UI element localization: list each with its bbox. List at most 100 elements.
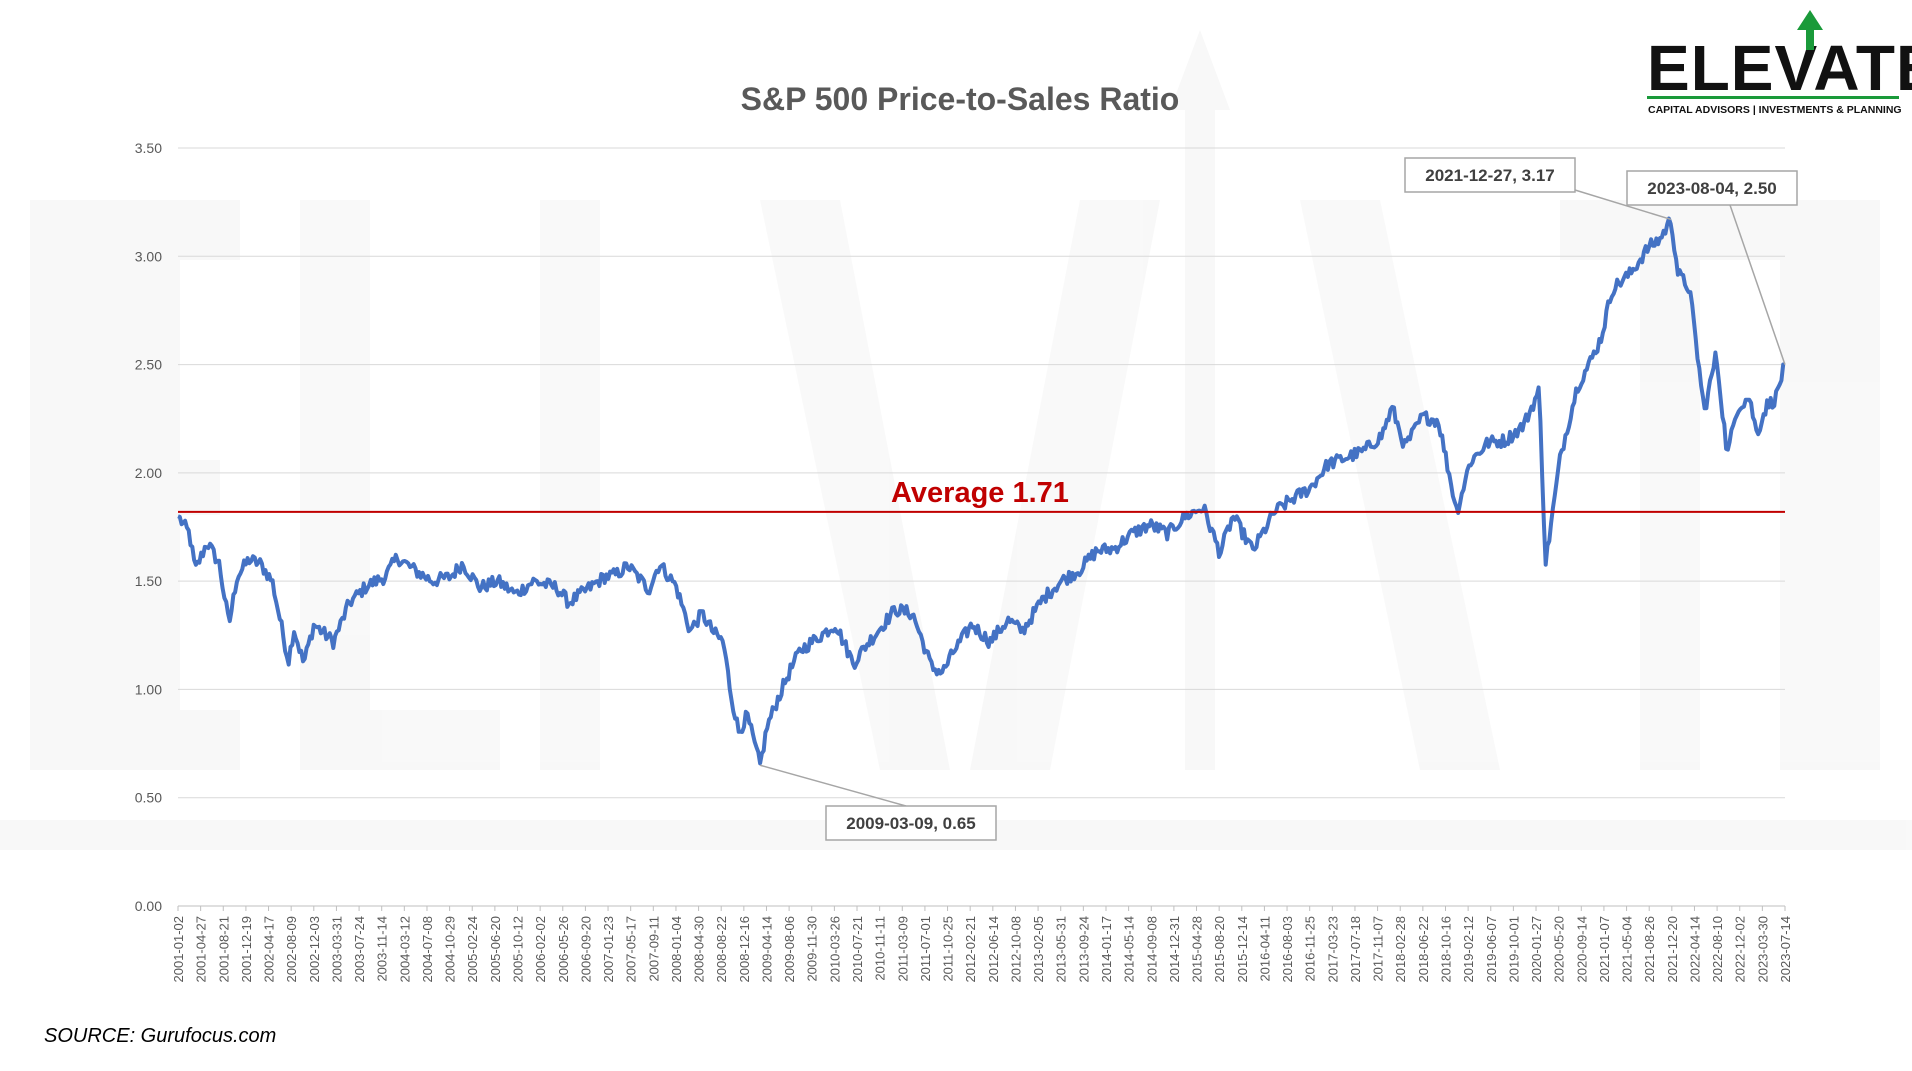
watermark: [0, 30, 1912, 850]
x-tick-label: 2003-11-14: [375, 916, 390, 982]
x-tick-label: 2018-06-22: [1416, 916, 1431, 983]
y-tick-label: 1.00: [135, 681, 162, 697]
series-layer: [177, 216, 1786, 766]
x-tick-label: 2015-08-20: [1212, 916, 1227, 983]
y-tick-label: 1.50: [135, 573, 162, 589]
x-tick-label: 2001-04-27: [194, 916, 209, 983]
x-tick-label: 2005-02-24: [465, 916, 480, 983]
x-tick-label: 2006-05-26: [556, 916, 571, 983]
annotation-leader: [1574, 189, 1672, 221]
y-tick-label: 3.00: [135, 248, 162, 264]
x-axis: 2001-01-02 2001-04-27 2001-08-21 2001-12-19…: [171, 905, 1793, 983]
logo-wordmark: ELEVATE: [1647, 32, 1912, 104]
annotation-leader: [1729, 204, 1786, 365]
x-tick-label: 2003-03-31: [329, 916, 344, 983]
x-tick-label: 2013-09-24: [1076, 916, 1091, 983]
x-tick-label: 2020-09-14: [1574, 916, 1589, 983]
x-tick-label: 2013-05-31: [1054, 916, 1069, 983]
x-tick-label: 2008-04-30: [692, 916, 707, 983]
x-tick-label: 2002-12-03: [307, 916, 322, 983]
x-tick-label: 2016-04-11: [1257, 916, 1272, 982]
x-tick-label: 2012-02-21: [963, 916, 978, 983]
x-tick-label: 2012-06-14: [986, 916, 1001, 983]
y-tick-label: 0.50: [135, 790, 162, 806]
x-tick-label: 2012-10-08: [1008, 916, 1023, 983]
x-tick-label: 2021-05-04: [1620, 916, 1635, 983]
x-tick-label: 2014-09-08: [1144, 916, 1159, 983]
logo-underline: [1647, 96, 1899, 99]
chart-title: S&P 500 Price-to-Sales Ratio: [741, 81, 1180, 117]
x-tick-label: 2019-10-01: [1506, 916, 1521, 983]
x-tick-label: 2011-07-01: [918, 916, 933, 982]
annotation-box: [1626, 170, 1798, 206]
x-tick-label: 2014-05-14: [1122, 916, 1137, 983]
x-tick-label: 2010-07-21: [850, 916, 865, 983]
x-tick-label: 2007-09-11: [646, 916, 661, 982]
x-tick-label: 2004-10-29: [443, 916, 458, 983]
annotation-label: 2009-03-09, 0.65: [846, 814, 976, 833]
x-tick-label: 2006-09-20: [578, 916, 593, 983]
annotation-label: 2023-08-04, 2.50: [1647, 179, 1777, 198]
source-note: SOURCE: Gurufocus.com: [44, 1025, 276, 1047]
x-tick-label: 2019-06-07: [1484, 916, 1499, 983]
annotations: 2009-03-09, 0.65 2021-12-27, 3.17 2023-08-…: [759, 157, 1798, 841]
x-tick-label: 2014-01-17: [1099, 916, 1114, 983]
x-tick-label: 2004-03-12: [397, 916, 412, 983]
y-tick-label: 0.00: [135, 898, 162, 914]
annotation-leader: [759, 764, 907, 807]
x-tick-label: 2005-06-20: [488, 916, 503, 983]
x-tick-label: 2013-02-05: [1031, 916, 1046, 983]
x-tick-label: 2006-02-02: [533, 916, 548, 983]
x-tick-label: 2021-08-26: [1642, 916, 1657, 983]
gridlines: [178, 147, 1785, 907]
x-tick-label: 2010-11-11: [873, 916, 888, 981]
x-tick-label: 2018-02-28: [1393, 916, 1408, 983]
x-tick-label: 2009-04-14: [759, 916, 774, 983]
average-label: Average 1.71: [891, 477, 1069, 509]
x-tick-label: 2022-08-10: [1710, 916, 1725, 983]
x-tick-label: 2021-12-20: [1665, 916, 1680, 983]
x-tick-label: 2009-11-30: [805, 916, 820, 982]
x-tick-label: 2015-04-28: [1190, 916, 1205, 983]
x-tick-label: 2021-01-07: [1597, 916, 1612, 983]
x-tick-label: 2020-05-20: [1552, 916, 1567, 983]
x-tick-label: 2002-08-09: [284, 916, 299, 983]
x-tick-label: 2023-07-14: [1778, 916, 1793, 983]
x-tick-label: 2011-10-25: [941, 916, 956, 982]
x-tick-label: 2004-07-08: [420, 916, 435, 983]
x-tick-label: 2009-08-06: [782, 916, 797, 983]
x-tick-label: 2008-08-22: [714, 916, 729, 983]
x-tick-label: 2017-07-18: [1348, 916, 1363, 983]
y-axis: 0.00 0.50 1.00 1.50 2.00 2.50 3.00 3.50: [135, 140, 162, 914]
x-tick-label: 2022-12-02: [1733, 916, 1748, 983]
x-tick-label: 2005-10-12: [511, 916, 526, 983]
x-tick-label: 2003-07-24: [352, 916, 367, 983]
x-tick-label: 2008-12-16: [737, 916, 752, 983]
annotation-box: [825, 805, 997, 841]
annotation-box: [1404, 157, 1576, 193]
logo-tagline: CAPITAL ADVISORS | INVESTMENTS & PLANNIN…: [1648, 104, 1902, 116]
x-tick-label: 2018-10-16: [1438, 916, 1453, 983]
x-tick-label: 2001-01-02: [171, 916, 186, 983]
x-tick-label: 2010-03-26: [827, 916, 842, 983]
x-tick-label: 2007-01-23: [601, 916, 616, 983]
x-tick-label: 2023-03-30: [1755, 916, 1770, 983]
x-tick-label: 2008-01-04: [669, 916, 684, 983]
y-tick-label: 2.50: [135, 357, 162, 373]
y-tick-label: 3.50: [135, 140, 162, 156]
x-tick-label: 2001-08-21: [216, 916, 231, 983]
x-tick-label: 2007-05-17: [624, 916, 639, 983]
x-tick-label: 2017-11-07: [1371, 916, 1386, 982]
x-tick-label: 2014-12-31: [1167, 916, 1182, 983]
brand-logo: ELEVATE CAPITAL ADVISORS | INVESTMENTS &…: [1647, 10, 1912, 116]
x-tick-label: 2015-12-14: [1235, 916, 1250, 983]
y-tick-label: 2.00: [135, 465, 162, 481]
x-tick-label: 2022-04-14: [1687, 916, 1702, 983]
x-tick-label: 2016-11-25: [1303, 916, 1318, 982]
x-tick-label: 2020-01-27: [1529, 916, 1544, 983]
x-tick-label: 2016-08-03: [1280, 916, 1295, 983]
annotation-label: 2021-12-27, 3.17: [1425, 166, 1555, 185]
x-tick-label: 2002-04-17: [262, 916, 277, 983]
logo-arrow-icon: [1797, 10, 1823, 50]
